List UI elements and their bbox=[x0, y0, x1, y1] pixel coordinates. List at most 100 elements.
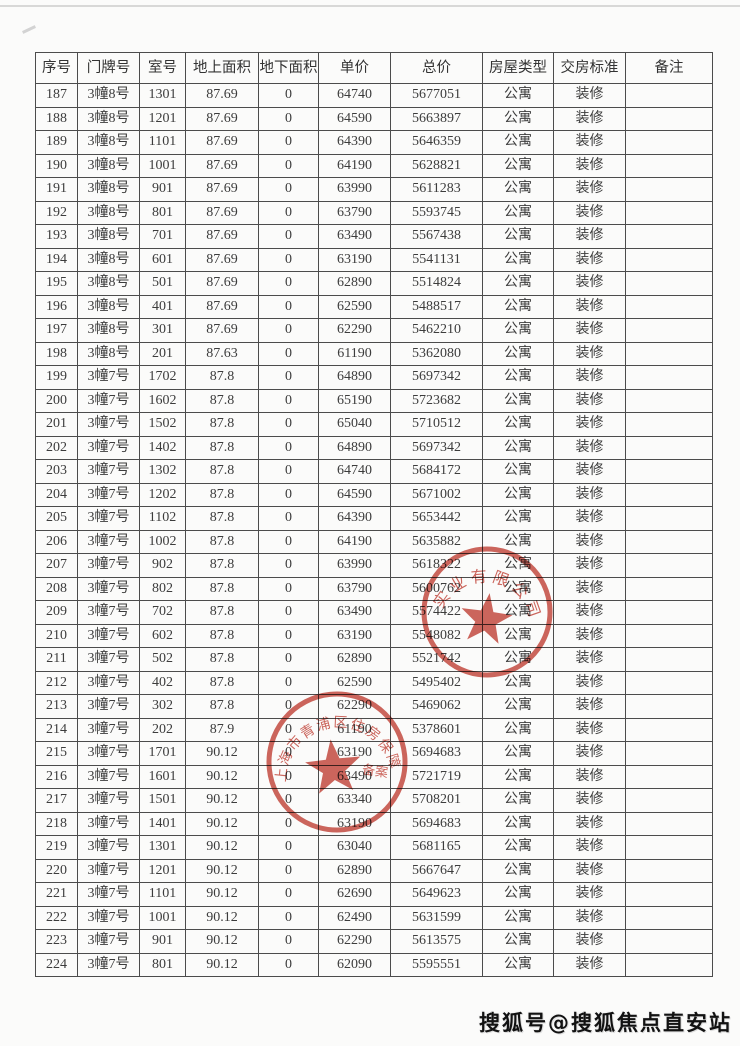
table-cell: 1102 bbox=[139, 506, 186, 531]
table-cell: 装修 bbox=[553, 224, 626, 249]
table-cell: 0 bbox=[258, 365, 319, 390]
table-cell: 90.12 bbox=[185, 929, 259, 954]
table-cell: 62290 bbox=[318, 694, 391, 719]
table-cell: 401 bbox=[139, 294, 186, 319]
table-cell: 218 bbox=[35, 811, 78, 836]
table-cell: 装修 bbox=[553, 647, 626, 672]
table-cell: 87.69 bbox=[185, 294, 259, 319]
table-cell bbox=[625, 811, 713, 836]
column-header: 室号 bbox=[139, 52, 186, 84]
table-cell: 64740 bbox=[318, 83, 391, 108]
table-cell: 3幢7号 bbox=[77, 647, 140, 672]
table-cell: 5488517 bbox=[390, 294, 483, 319]
table-cell: 公寓 bbox=[482, 200, 554, 225]
table-cell: 0 bbox=[258, 929, 319, 954]
table-cell: 191 bbox=[35, 177, 78, 202]
table-cell: 87.69 bbox=[185, 200, 259, 225]
table-cell: 装修 bbox=[553, 106, 626, 131]
table-cell bbox=[625, 717, 713, 742]
table-cell: 64590 bbox=[318, 482, 391, 507]
table-cell: 3幢7号 bbox=[77, 435, 140, 460]
table-row: 224 3幢7号 801 90.12 0 62090 5595551 公寓 装修 bbox=[35, 952, 713, 977]
table-cell: 公寓 bbox=[482, 247, 554, 272]
table-cell: 3幢7号 bbox=[77, 929, 140, 954]
table-cell: 0 bbox=[258, 294, 319, 319]
table-cell: 公寓 bbox=[482, 130, 554, 155]
table-cell: 装修 bbox=[553, 717, 626, 742]
table-cell bbox=[625, 435, 713, 460]
table-row: 196 3幢8号 401 87.69 0 62590 5488517 公寓 装修 bbox=[35, 294, 713, 319]
table-cell: 0 bbox=[258, 435, 319, 460]
table-cell: 208 bbox=[35, 576, 78, 601]
table-cell: 87.8 bbox=[185, 435, 259, 460]
table-cell: 90.12 bbox=[185, 764, 259, 789]
table-cell bbox=[625, 388, 713, 413]
table-cell: 1602 bbox=[139, 388, 186, 413]
table-cell: 1301 bbox=[139, 835, 186, 860]
table-cell: 193 bbox=[35, 224, 78, 249]
table-row: 212 3幢7号 402 87.8 0 62590 5495402 公寓 装修 bbox=[35, 670, 713, 695]
table-cell: 0 bbox=[258, 670, 319, 695]
table-cell: 501 bbox=[139, 271, 186, 296]
table-cell: 901 bbox=[139, 929, 186, 954]
table-cell: 0 bbox=[258, 224, 319, 249]
table-cell bbox=[625, 529, 713, 554]
table-cell: 公寓 bbox=[482, 882, 554, 907]
table-cell: 65190 bbox=[318, 388, 391, 413]
table-cell: 装修 bbox=[553, 200, 626, 225]
table-cell: 1302 bbox=[139, 459, 186, 484]
table-cell: 公寓 bbox=[482, 694, 554, 719]
table-cell: 5681165 bbox=[390, 835, 483, 860]
table-cell: 87.63 bbox=[185, 341, 259, 366]
table-cell: 87.69 bbox=[185, 177, 259, 202]
table-cell bbox=[625, 318, 713, 343]
table-cell: 0 bbox=[258, 553, 319, 578]
table-cell: 63340 bbox=[318, 788, 391, 813]
table-cell: 公寓 bbox=[482, 224, 554, 249]
table-cell: 5574422 bbox=[390, 600, 483, 625]
table-cell: 5611283 bbox=[390, 177, 483, 202]
table-row: 205 3幢7号 1102 87.8 0 64390 5653442 公寓 装修 bbox=[35, 506, 713, 531]
table-cell: 3幢7号 bbox=[77, 670, 140, 695]
table-cell: 203 bbox=[35, 459, 78, 484]
table-cell: 1502 bbox=[139, 412, 186, 437]
table-cell bbox=[625, 271, 713, 296]
table-cell bbox=[625, 506, 713, 531]
table-cell bbox=[625, 482, 713, 507]
table-cell: 87.8 bbox=[185, 506, 259, 531]
table-cell bbox=[625, 177, 713, 202]
column-header: 地上面积 bbox=[185, 52, 259, 84]
table-cell: 公寓 bbox=[482, 717, 554, 742]
table-row: 193 3幢8号 701 87.69 0 63490 5567438 公寓 装修 bbox=[35, 224, 713, 249]
table-cell: 公寓 bbox=[482, 482, 554, 507]
table-cell: 3幢8号 bbox=[77, 130, 140, 155]
table-cell: 1402 bbox=[139, 435, 186, 460]
table-cell: 62090 bbox=[318, 952, 391, 977]
table-cell: 62290 bbox=[318, 929, 391, 954]
table-cell: 0 bbox=[258, 177, 319, 202]
table-cell: 801 bbox=[139, 952, 186, 977]
table-cell: 公寓 bbox=[482, 388, 554, 413]
table-cell: 90.12 bbox=[185, 952, 259, 977]
table-cell: 87.8 bbox=[185, 388, 259, 413]
table-cell bbox=[625, 553, 713, 578]
table-cell: 3幢7号 bbox=[77, 764, 140, 789]
table-cell: 装修 bbox=[553, 788, 626, 813]
table-cell: 87.8 bbox=[185, 694, 259, 719]
table-cell: 64590 bbox=[318, 106, 391, 131]
table-cell: 61190 bbox=[318, 341, 391, 366]
table-cell: 装修 bbox=[553, 623, 626, 648]
table-cell: 3幢7号 bbox=[77, 741, 140, 766]
table-cell: 公寓 bbox=[482, 506, 554, 531]
table-cell: 215 bbox=[35, 741, 78, 766]
table-row: 220 3幢7号 1201 90.12 0 62890 5667647 公寓 装修 bbox=[35, 858, 713, 883]
table-row: 210 3幢7号 602 87.8 0 63190 5548082 公寓 装修 bbox=[35, 623, 713, 648]
page-top-rule bbox=[0, 5, 740, 7]
table-cell: 87.69 bbox=[185, 106, 259, 131]
table-cell: 装修 bbox=[553, 294, 626, 319]
table-cell: 87.8 bbox=[185, 647, 259, 672]
table-cell: 702 bbox=[139, 600, 186, 625]
table-cell bbox=[625, 647, 713, 672]
table-row: 191 3幢8号 901 87.69 0 63990 5611283 公寓 装修 bbox=[35, 177, 713, 202]
